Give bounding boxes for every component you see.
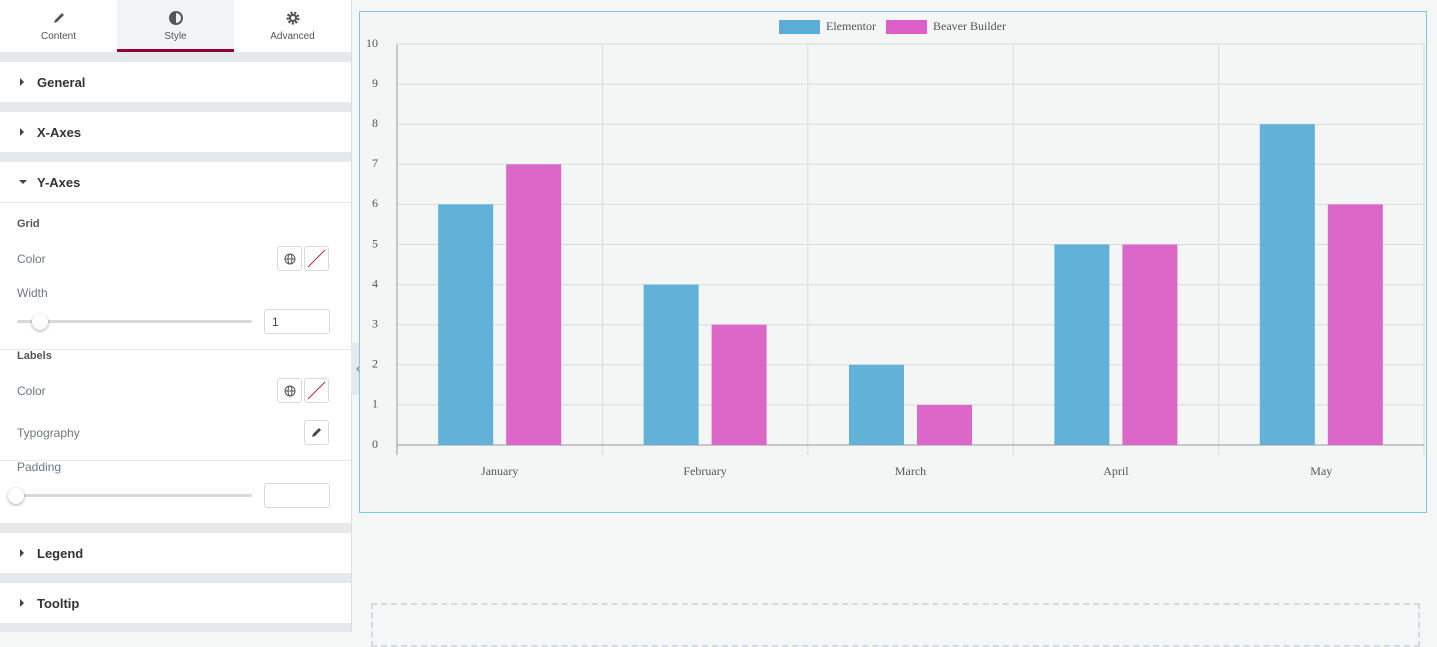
legend-label: Beaver Builder <box>933 19 1006 33</box>
y-tick-label: 7 <box>372 156 378 170</box>
section-title: General <box>37 75 86 90</box>
slider-track <box>10 494 252 497</box>
section-header[interactable]: Tooltip <box>0 583 351 623</box>
section-content: Grid Color Width 1 Labels Color Typograp… <box>0 203 351 523</box>
y-tick-label: 0 <box>372 437 378 451</box>
x-tick-label: April <box>1103 464 1129 478</box>
y-tick-label: 9 <box>372 76 378 90</box>
section-title: Legend <box>37 546 84 561</box>
divider <box>0 349 351 350</box>
x-tick-label: March <box>895 464 926 478</box>
bar <box>849 364 904 445</box>
y-tick-label: 3 <box>372 316 378 330</box>
caret <box>20 128 24 136</box>
control-label: Padding <box>17 460 62 474</box>
edit-button[interactable] <box>304 420 329 445</box>
section-title: Tooltip <box>37 596 80 611</box>
color-picker[interactable] <box>304 378 329 403</box>
contrast-icon <box>169 11 183 25</box>
number-input[interactable] <box>264 483 330 508</box>
bar <box>917 404 972 445</box>
global-button[interactable] <box>277 378 302 403</box>
legend-label: Elementor <box>826 19 876 33</box>
slider-knob[interactable] <box>32 314 48 330</box>
bar <box>643 284 699 445</box>
section-header[interactable]: X-Axes <box>0 112 351 152</box>
y-tick-label: 5 <box>372 236 378 250</box>
x-tick-label: February <box>683 464 726 478</box>
y-tick-label: 2 <box>372 357 378 371</box>
caret <box>20 549 24 557</box>
legend-swatch <box>779 20 821 34</box>
control-label: Color <box>17 384 46 398</box>
section-header[interactable]: General <box>0 62 351 102</box>
chart: 0 1 2 3 4 5 6 7 8 9 10 January February March April May… <box>359 11 1427 513</box>
tab[interactable]: Content <box>0 0 117 52</box>
tab-label: Advanced <box>270 31 315 42</box>
group-title: Grid <box>17 218 40 230</box>
bar <box>1122 244 1178 445</box>
bar <box>1327 204 1383 445</box>
color-picker[interactable] <box>304 246 329 271</box>
divider <box>0 460 351 461</box>
caret <box>20 78 24 86</box>
drop-zone <box>371 603 1420 647</box>
x-tick-label: January <box>481 464 518 478</box>
gear-icon <box>286 11 300 25</box>
tab-label: Content <box>40 31 77 42</box>
editor-panel: Content Style Advanced General X-Axes Y-… <box>0 0 352 632</box>
control-label: Color <box>17 252 46 266</box>
legend-swatch <box>886 20 927 34</box>
tab[interactable]: Style <box>117 0 234 52</box>
tab-label: Style <box>164 31 187 42</box>
caret <box>19 180 27 184</box>
x-tick-label: May <box>1310 464 1332 478</box>
tab[interactable]: Advanced <box>234 0 351 52</box>
y-tick-label: 8 <box>372 116 378 130</box>
y-tick-label: 6 <box>372 196 378 210</box>
bar <box>438 204 494 445</box>
caret <box>20 599 24 607</box>
slider-knob[interactable] <box>8 488 24 504</box>
control-label: Width <box>17 286 48 300</box>
slider-track <box>17 320 252 323</box>
bar <box>1259 124 1315 445</box>
global-button[interactable] <box>277 246 302 271</box>
y-tick-label: 4 <box>372 276 378 290</box>
control-label: Typography <box>17 426 80 440</box>
y-tick-label: 10 <box>366 36 378 50</box>
bar <box>711 324 767 445</box>
bar <box>1054 244 1110 445</box>
section-title: Y-Axes <box>37 175 81 190</box>
bar <box>506 164 562 446</box>
section-title: X-Axes <box>37 125 82 140</box>
section-header[interactable]: Legend <box>0 533 351 573</box>
group-title: Labels <box>17 350 52 362</box>
number-input[interactable]: 1 <box>264 309 330 334</box>
section-header[interactable]: Y-Axes <box>0 162 351 203</box>
y-tick-label: 1 <box>372 397 378 411</box>
pencil-icon <box>54 13 64 23</box>
